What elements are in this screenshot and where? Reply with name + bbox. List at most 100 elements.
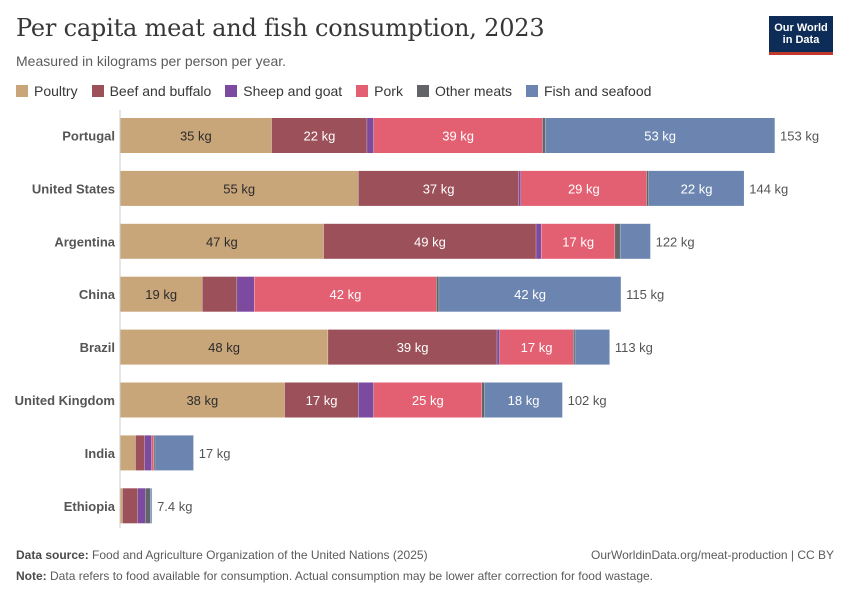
bar-segment[interactable] — [135, 435, 145, 471]
bar-value-label: 17 kg — [562, 234, 594, 249]
chart-title: Per capita meat and fish consumption, 20… — [16, 14, 545, 42]
legend-label: Pork — [374, 83, 403, 99]
total-label: 115 kg — [626, 287, 664, 302]
owid-logo[interactable]: Our World in Data — [769, 16, 833, 55]
bar-segment[interactable] — [150, 488, 153, 524]
bar-segment[interactable] — [284, 382, 359, 418]
bar-segment[interactable] — [323, 223, 537, 259]
bar-segment[interactable] — [120, 329, 329, 365]
bar-value-label: 38 kg — [186, 393, 218, 408]
legend-swatch — [91, 85, 104, 97]
bar-segment[interactable] — [373, 382, 482, 418]
bar-segment[interactable] — [202, 276, 238, 312]
bar-value-label: 42 kg — [514, 287, 546, 302]
bar-segment[interactable] — [328, 329, 498, 365]
category-label: China — [79, 287, 116, 302]
bar-segment[interactable] — [358, 382, 374, 418]
bar-segment[interactable] — [137, 488, 146, 524]
bar-segment[interactable] — [648, 170, 745, 206]
bar-segment[interactable] — [145, 488, 151, 524]
legend-swatch — [526, 85, 538, 97]
logo-line-1: Our World — [774, 22, 828, 34]
bar-segment[interactable] — [237, 276, 255, 312]
bar-value-label: 39 kg — [397, 340, 429, 355]
total-label: 7.4 kg — [157, 499, 192, 514]
bar-value-label: 48 kg — [208, 340, 240, 355]
bar-segment[interactable] — [120, 118, 272, 153]
bar-value-label: 25 kg — [412, 393, 444, 408]
bar-segment[interactable] — [646, 170, 649, 206]
bar-segment[interactable] — [153, 435, 156, 471]
bar-value-label: 42 kg — [330, 287, 362, 302]
total-label: 113 kg — [615, 340, 653, 355]
legend-item[interactable]: Other meats — [416, 83, 512, 99]
legend-swatch — [356, 85, 369, 97]
chart-subtitle: Measured in kilograms per person per yea… — [16, 53, 287, 69]
bar-segment[interactable] — [615, 223, 621, 259]
total-label: 153 kg — [780, 129, 819, 144]
bar-value-label: 22 kg — [304, 129, 336, 144]
bar-segment[interactable] — [358, 170, 519, 206]
bar-segment[interactable] — [254, 276, 437, 312]
legend-swatch — [416, 85, 429, 97]
bar-value-label: 49 kg — [414, 234, 446, 249]
bar-segment[interactable] — [436, 276, 440, 312]
bar-segment[interactable] — [144, 435, 152, 471]
category-label: United States — [32, 181, 115, 196]
stacked-bar-chart: Portugal 35 kg 22 kg 39 kg 53 kg 153 kg United… — [15, 110, 819, 528]
bar-segment[interactable] — [367, 118, 374, 153]
bar-segment[interactable] — [620, 223, 651, 259]
logo-line-2: in Data — [782, 34, 820, 46]
bar-segment[interactable] — [120, 223, 324, 259]
bar-segment[interactable] — [122, 488, 138, 524]
bar-value-label: 19 kg — [145, 287, 177, 302]
source-text[interactable]: Food and Agriculture Organization of the… — [92, 548, 428, 562]
bar-segment[interactable] — [373, 118, 543, 153]
bar-segment[interactable] — [120, 382, 285, 418]
legend-item[interactable]: Pork — [356, 83, 403, 99]
bar-segment[interactable] — [518, 170, 521, 206]
bar-segment[interactable] — [545, 118, 776, 153]
legend-item[interactable]: Sheep and goat — [225, 83, 342, 99]
bar-segment[interactable] — [575, 329, 610, 365]
legend-label: Beef and buffalo — [109, 83, 212, 99]
bar-segment[interactable] — [541, 223, 616, 259]
category-label: Ethiopia — [64, 499, 116, 514]
bar-value-label: 37 kg — [423, 181, 455, 196]
legend: Poultry Beef and buffalo Sheep and goat Por… — [16, 83, 651, 99]
bar-segment[interactable] — [120, 435, 136, 471]
bar-segment[interactable] — [120, 170, 359, 206]
bar-segment[interactable] — [520, 170, 647, 206]
legend-label: Sheep and goat — [243, 83, 343, 99]
bar-segment[interactable] — [542, 118, 546, 153]
bar-segment[interactable] — [120, 488, 123, 524]
bar-segment[interactable] — [481, 382, 485, 418]
bar-value-label: 47 kg — [206, 234, 238, 249]
legend-item[interactable]: Beef and buffalo — [91, 83, 212, 99]
source-url[interactable]: OurWorldinData.org/meat-production | CC … — [591, 548, 834, 562]
bar-segment[interactable] — [484, 382, 563, 418]
bar-segment[interactable] — [497, 329, 500, 365]
bar-segment[interactable] — [151, 435, 154, 471]
bar-segment[interactable] — [499, 329, 574, 365]
bar-segment[interactable] — [573, 329, 576, 365]
bar-segment[interactable] — [155, 435, 194, 471]
legend-item[interactable]: Fish and seafood — [526, 83, 651, 99]
chart-note: Note: Data refers to food available for … — [16, 569, 653, 583]
legend-item[interactable]: Poultry — [16, 83, 78, 99]
bar-segment[interactable] — [439, 276, 622, 312]
category-label: India — [85, 446, 116, 461]
total-label: 102 kg — [568, 393, 607, 408]
data-source: Data source: Food and Agriculture Organi… — [16, 548, 428, 562]
total-label: 17 kg — [199, 446, 231, 461]
bar-value-label: 22 kg — [681, 181, 713, 196]
bar-value-label: 17 kg — [521, 340, 553, 355]
bar-segment[interactable] — [536, 223, 542, 259]
total-label: 122 kg — [656, 234, 695, 249]
category-label: Argentina — [54, 234, 115, 249]
bar-value-label: 17 kg — [306, 393, 338, 408]
legend-swatch — [225, 85, 238, 97]
bar-segment[interactable] — [120, 276, 203, 312]
bar-segment[interactable] — [271, 118, 368, 153]
bar-value-label: 53 kg — [644, 129, 676, 144]
